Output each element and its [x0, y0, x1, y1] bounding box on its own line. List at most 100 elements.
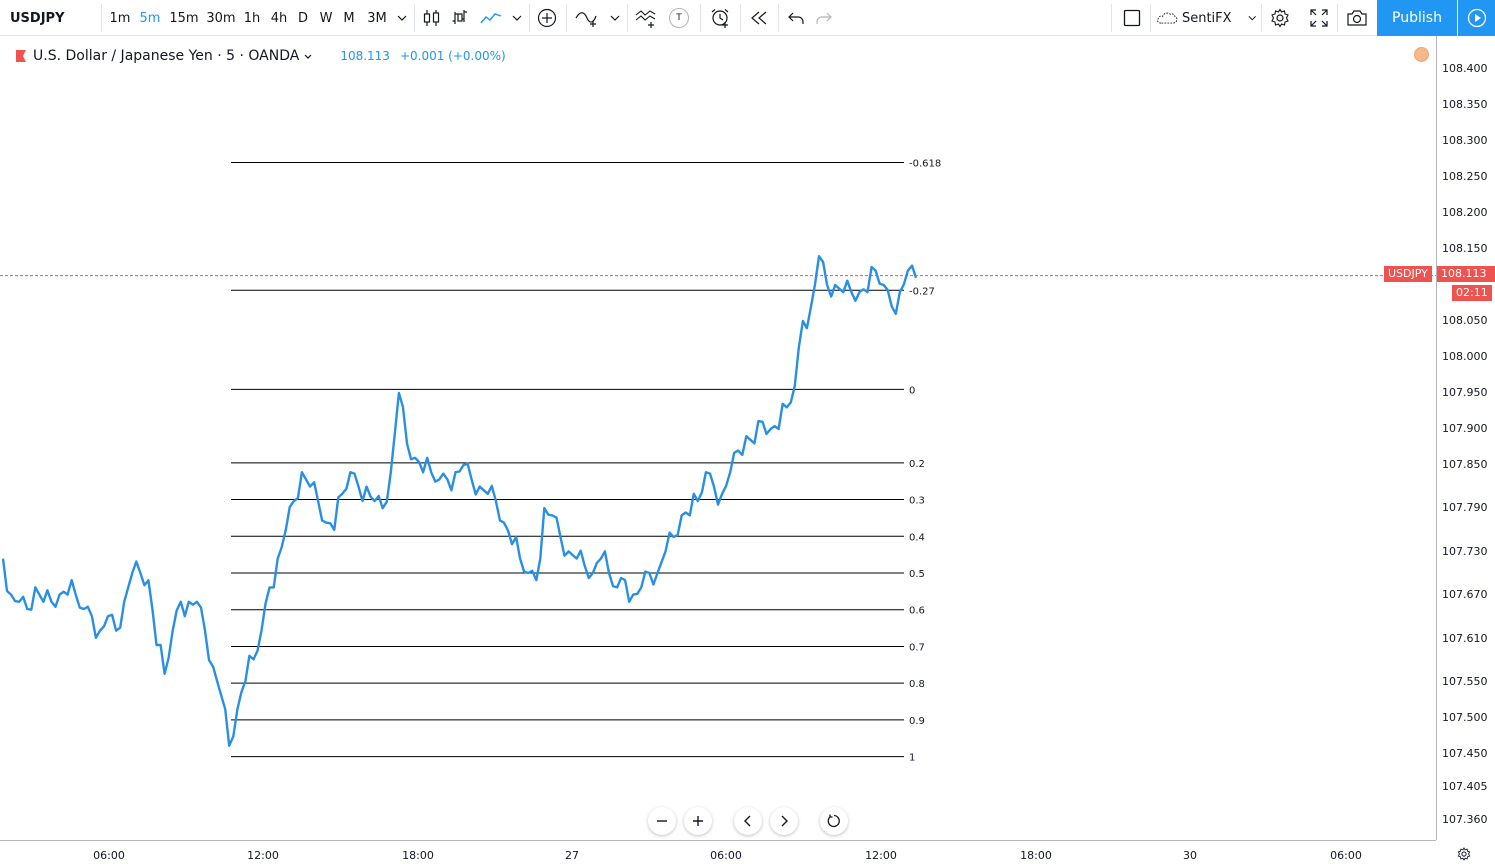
toolbar-divider [1111, 4, 1112, 32]
price-tick-label: 107.500 [1442, 711, 1488, 724]
time-tick-label: 18:00 [402, 849, 434, 862]
fib-level-label: 0.4 [909, 532, 925, 543]
fib-level-label: 0 [909, 385, 915, 396]
price-axis[interactable] [1436, 36, 1495, 840]
price-tick-label: 107.900 [1442, 422, 1488, 435]
zoom-out-button[interactable] [648, 807, 676, 835]
price-chart[interactable]: -0.618 -0.27 0 0.2 0.3 0.4 0.5 0.6 0.7 0.8 0.9 1 [0, 36, 1436, 840]
interval-dropdown-chevron-icon[interactable] [392, 0, 412, 36]
plus-icon [693, 816, 703, 826]
toolbar-divider [414, 4, 415, 32]
fib-level-label: -0.618 [909, 158, 941, 169]
legend-price: 108.113 [340, 49, 390, 63]
time-tick-label: 18:00 [1020, 849, 1052, 862]
price-tick-label: 107.360 [1442, 813, 1488, 826]
chevron-left-icon [744, 815, 751, 827]
alert-clock-icon[interactable] [706, 0, 734, 36]
indicators-chevron-icon[interactable] [606, 0, 624, 36]
price-tick-label: 107.850 [1442, 458, 1488, 471]
time-tick-label: 12:00 [247, 849, 279, 862]
cloud-icon [1157, 12, 1178, 24]
fib-level-label: 0.8 [909, 679, 925, 690]
interval-1h-button[interactable]: 1h [243, 10, 261, 26]
reset-icon [827, 814, 840, 828]
symbol-label: USDJPY [10, 10, 65, 26]
current-price-badge: 108.113 [1437, 266, 1495, 282]
legend-change: +0.001 (+0.00%) [399, 49, 506, 63]
toolbar-divider [700, 4, 701, 32]
price-tick-label: 107.730 [1442, 545, 1488, 558]
status-indicator-dot[interactable] [1414, 47, 1429, 62]
axis-settings-gear-icon[interactable] [1452, 846, 1476, 862]
indicators-icon[interactable] [572, 0, 602, 36]
symbol-price-badge: USDJPY [1384, 266, 1432, 282]
chart-legend[interactable]: U.S. Dollar / Japanese Yen · 5 · OANDA 1… [16, 45, 506, 67]
bars-icon[interactable] [449, 0, 473, 36]
scroll-left-button[interactable] [734, 807, 762, 835]
price-tick-label: 108.350 [1442, 98, 1488, 111]
price-tick-label: 107.405 [1442, 780, 1488, 793]
toolbar-divider [1150, 4, 1151, 32]
publish-label: Publish [1392, 10, 1442, 26]
minus-icon [657, 820, 667, 822]
price-series-line[interactable] [1, 254, 918, 747]
red-flag-icon [16, 50, 26, 62]
symbol-search-button[interactable]: USDJPY [10, 0, 95, 36]
legend-title: U.S. Dollar / Japanese Yen · 5 · OANDA [33, 48, 300, 64]
reset-chart-button[interactable] [820, 807, 848, 835]
time-axis[interactable] [0, 840, 1436, 864]
price-tick-label: 108.150 [1442, 242, 1488, 255]
zoom-in-button[interactable] [684, 807, 712, 835]
fib-level-label: 0.5 [909, 569, 925, 580]
toolbar-divider [627, 4, 628, 32]
toolbar-divider [1337, 4, 1338, 32]
chevron-right-icon [781, 815, 788, 827]
settings-gear-icon[interactable] [1267, 0, 1293, 36]
interval-5m-button[interactable]: 5m [139, 10, 161, 26]
scroll-right-button[interactable] [770, 807, 798, 835]
price-tick-label: 107.610 [1442, 632, 1488, 645]
price-tick-label: 108.200 [1442, 206, 1488, 219]
price-tick-label: 108.400 [1442, 62, 1488, 75]
line-chart-icon[interactable] [478, 0, 504, 36]
publish-button[interactable]: Publish [1377, 0, 1457, 36]
fullscreen-layout-square-icon[interactable] [1119, 0, 1145, 36]
fib-level-label: 0.2 [909, 459, 925, 470]
layout-name: SentiFX [1181, 10, 1232, 26]
interval-3m-button[interactable]: 3M [367, 10, 387, 26]
toolbar-divider [101, 4, 102, 32]
toolbar-divider [778, 4, 779, 32]
legend-chevron-icon[interactable] [304, 54, 312, 59]
interval-m-button[interactable]: M [343, 10, 355, 26]
undo-icon[interactable] [784, 0, 808, 36]
play-circle-icon[interactable] [1458, 0, 1495, 36]
layout-save-button[interactable]: SentiFX [1156, 0, 1256, 36]
candles-icon[interactable] [420, 0, 444, 36]
price-tick-label: 108.050 [1442, 314, 1488, 327]
interval-d-button[interactable]: D [297, 10, 308, 26]
interval-w-button[interactable]: W [319, 10, 333, 26]
price-tick-label: 107.790 [1442, 501, 1488, 514]
price-tick-label: 107.950 [1442, 386, 1488, 399]
toolbar-divider [740, 4, 741, 32]
layout-chevron-icon [1248, 15, 1256, 21]
interval-4h-button[interactable]: 4h [270, 10, 288, 26]
chart-type-chevron-icon[interactable] [508, 0, 526, 36]
price-tick-label: 108.300 [1442, 134, 1488, 147]
price-tick-label: 107.670 [1442, 588, 1488, 601]
time-tick-label: 06:00 [1330, 849, 1362, 862]
interval-15m-button[interactable]: 15m [169, 10, 199, 26]
fullscreen-icon[interactable] [1306, 0, 1332, 36]
camera-snapshot-icon[interactable] [1343, 0, 1371, 36]
interval-1m-button[interactable]: 1m [109, 10, 131, 26]
toolbar-divider [1261, 4, 1262, 32]
fib-level-label: -0.27 [909, 286, 935, 297]
strategy-icon[interactable] [632, 0, 660, 36]
interval-30m-button[interactable]: 30m [206, 10, 236, 26]
price-tick-label: 107.550 [1442, 675, 1488, 688]
replay-icon[interactable] [746, 0, 772, 36]
redo-icon[interactable] [812, 0, 836, 36]
text-indicator-button[interactable]: T [668, 0, 690, 36]
fib-level-label: 0.9 [909, 716, 925, 727]
compare-add-icon[interactable] [534, 0, 560, 36]
